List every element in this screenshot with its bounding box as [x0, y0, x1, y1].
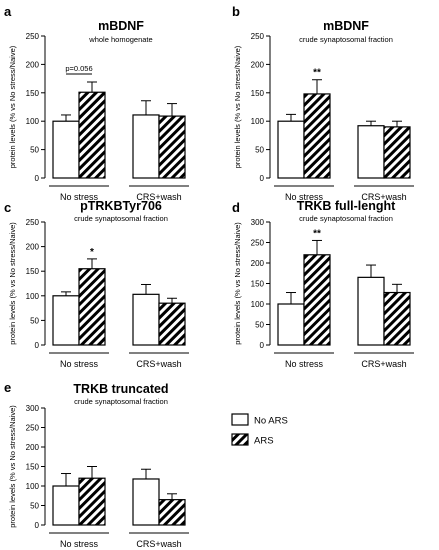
chart-subtitle: crude synaptosomal fraction	[299, 214, 393, 223]
chart-title: mBDNF	[323, 19, 369, 33]
significance-mark: **	[313, 228, 321, 239]
panel-letter: a	[4, 4, 12, 19]
group-label: CRS+wash	[136, 539, 181, 549]
y-tick-label: 50	[255, 321, 264, 330]
significance-mark: *	[90, 247, 94, 258]
y-tick-label: 0	[35, 174, 40, 183]
bar-ars	[158, 302, 186, 346]
panel-letter: b	[232, 4, 240, 19]
group-label: CRS+wash	[136, 192, 181, 202]
y-tick-label: 250	[251, 32, 265, 41]
annotation-label: p=0.056	[65, 64, 92, 73]
bar-no-ars	[52, 485, 80, 526]
y-axis-label: protein levels (% vs No stress/Naive)	[233, 45, 242, 168]
bar-ars	[158, 115, 186, 179]
chart-subtitle: crude synaptosomal fraction	[299, 35, 393, 44]
y-tick-label: 100	[26, 482, 40, 491]
bar-no-ars	[132, 478, 160, 526]
legend-label: ARS	[254, 436, 274, 447]
bar-ars	[78, 91, 106, 179]
y-tick-label: 200	[251, 60, 265, 69]
bar-no-ars	[277, 303, 305, 346]
legend: No ARS ARS	[231, 413, 288, 447]
y-tick-label: 150	[26, 267, 40, 276]
y-tick-label: 200	[26, 60, 40, 69]
y-tick-label: 100	[26, 292, 40, 301]
bar-ars	[78, 477, 106, 526]
bar-ars	[383, 126, 411, 179]
bar-no-ars	[357, 125, 385, 179]
y-tick-label: 200	[26, 443, 40, 452]
y-tick-label: 300	[26, 404, 40, 413]
chart-subtitle: crude synaptosomal fraction	[74, 397, 168, 406]
y-tick-label: 150	[26, 463, 40, 472]
group-label: No stress	[60, 359, 99, 369]
y-tick-label: 250	[26, 424, 40, 433]
chart-panel-a: a mBDNF whole homogenate 0 50 100 150 200 250 pro…	[4, 4, 189, 202]
panel-letter: d	[232, 200, 240, 215]
y-tick-label: 100	[251, 300, 265, 309]
legend-swatch	[231, 413, 249, 426]
bar-ars	[78, 268, 106, 346]
y-tick-label: 150	[251, 280, 265, 289]
bar-ars	[303, 254, 331, 346]
chart-subtitle: whole homogenate	[88, 35, 152, 44]
panel-letter: e	[4, 380, 11, 395]
y-tick-label: 200	[251, 259, 265, 268]
y-tick-label: 0	[260, 174, 265, 183]
y-tick-label: 50	[30, 502, 39, 511]
y-tick-label: 0	[35, 341, 40, 350]
y-tick-label: 50	[30, 146, 39, 155]
bar-no-ars	[357, 276, 385, 346]
chart-title: mBDNF	[98, 19, 144, 33]
bar-ars	[303, 93, 331, 179]
y-tick-label: 200	[26, 243, 40, 252]
y-tick-label: 150	[26, 89, 40, 98]
chart-title: pTRKBTyr706	[80, 199, 162, 213]
y-tick-label: 100	[26, 117, 40, 126]
legend-label: No ARS	[254, 416, 288, 427]
significance-mark: **	[313, 68, 321, 79]
legend-swatch	[231, 433, 249, 446]
y-tick-label: 150	[251, 89, 265, 98]
bar-no-ars	[52, 120, 80, 179]
bar-no-ars	[277, 120, 305, 179]
y-tick-label: 250	[251, 239, 265, 248]
bar-no-ars	[52, 295, 80, 346]
bar-no-ars	[132, 114, 160, 179]
y-tick-label: 100	[251, 117, 265, 126]
chart-panel-b: b mBDNF crude synaptosomal fraction 0 50 100 1…	[232, 4, 414, 202]
y-tick-label: 50	[30, 316, 39, 325]
y-axis-label: protein levels (% vs No stress/Naive)	[233, 222, 242, 345]
y-axis-label: protein levels (% vs No stress/Naive)	[8, 405, 17, 528]
group-label: No stress	[285, 192, 324, 202]
bar-no-ars	[132, 293, 160, 346]
y-axis-label: protein levels (% vs No stress/Naive)	[8, 45, 17, 168]
group-label: CRS+wash	[361, 192, 406, 202]
panel-letter: c	[4, 200, 11, 215]
bar-ars	[383, 291, 411, 346]
group-label: CRS+wash	[136, 359, 181, 369]
group-label: No stress	[60, 192, 99, 202]
chart-title: TRKB truncated	[73, 382, 168, 396]
y-axis-label: protein levels (% vs No stress/Naive)	[8, 222, 17, 345]
y-tick-label: 300	[251, 218, 265, 227]
y-tick-label: 50	[255, 146, 264, 155]
y-tick-label: 0	[35, 521, 40, 530]
chart-subtitle: crude synaptosomal fraction	[74, 214, 168, 223]
y-tick-label: 0	[260, 341, 265, 350]
y-tick-label: 250	[26, 218, 40, 227]
bar-ars	[158, 499, 186, 526]
group-label: No stress	[60, 539, 99, 549]
group-label: No stress	[285, 359, 324, 369]
group-label: CRS+wash	[361, 359, 406, 369]
y-tick-label: 250	[26, 32, 40, 41]
chart-title: TRKB full-lenght	[297, 199, 396, 213]
